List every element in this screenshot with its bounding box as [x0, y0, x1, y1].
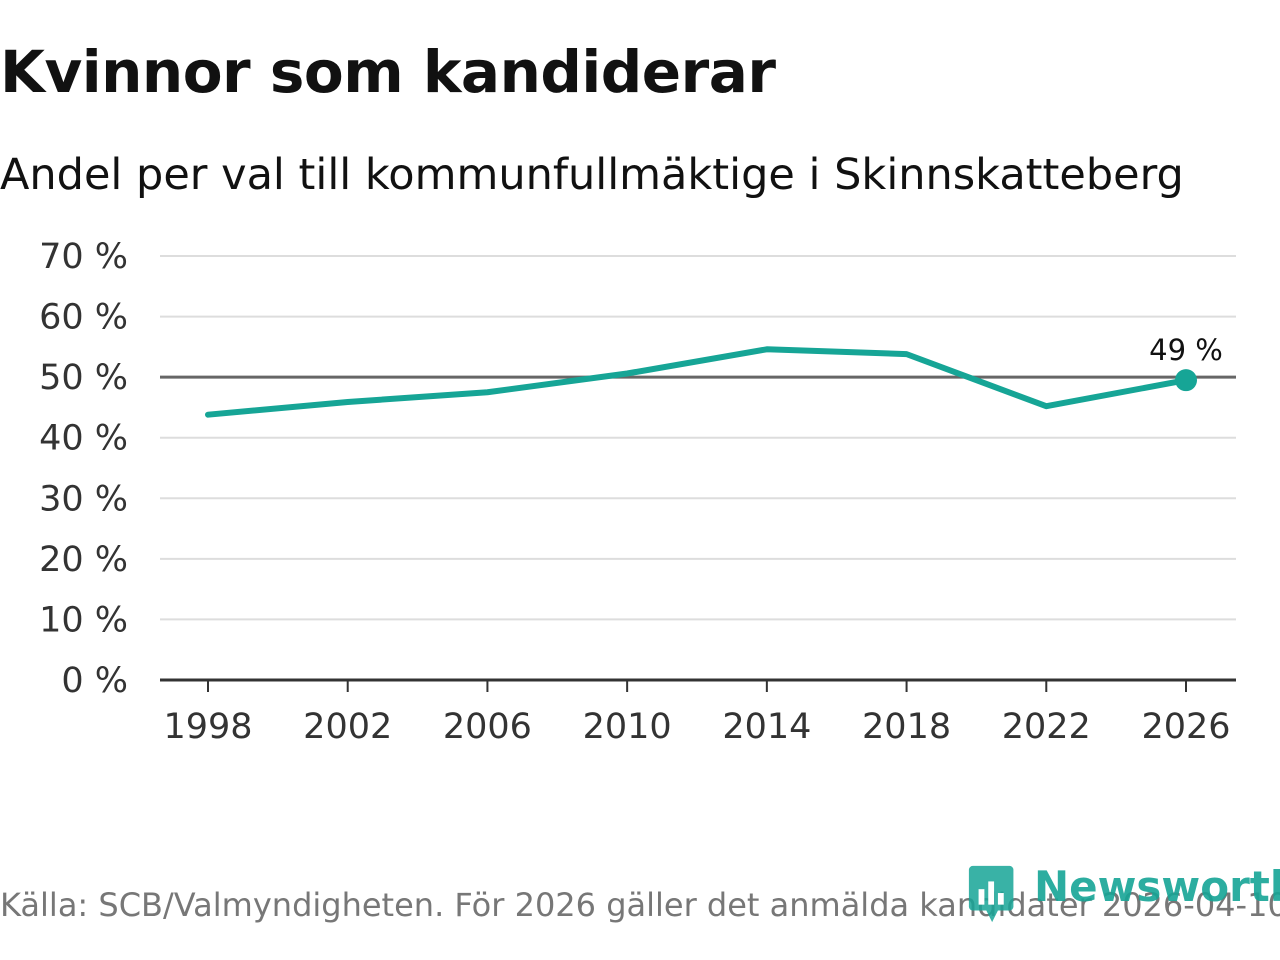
y-tick-label: 10 % — [39, 600, 128, 640]
end-point-marker — [1175, 369, 1197, 392]
x-tick-label: 2006 — [443, 707, 532, 747]
y-tick-label: 60 % — [39, 298, 128, 338]
x-tick-label: 2002 — [303, 707, 392, 747]
chart-subtitle: Andel per val till kommunfullmäktige i S… — [0, 150, 1184, 200]
x-tick-label: 1998 — [163, 707, 252, 747]
bar-chart-icon — [968, 865, 1014, 923]
x-tick-label: 2010 — [583, 707, 672, 747]
x-axis-ticks: 1998 2002 2006 2010 2014 2018 2022 2026 — [163, 680, 1231, 747]
x-tick-label: 2026 — [1141, 707, 1230, 747]
x-tick-label: 2018 — [862, 707, 951, 747]
y-tick-label: 40 % — [39, 419, 128, 459]
end-point-label: 49 % — [1149, 333, 1223, 367]
y-tick-label: 20 % — [39, 540, 128, 580]
y-tick-label: 70 % — [39, 237, 128, 277]
logo-text: Newsworthy — [1034, 862, 1280, 911]
x-tick-label: 2014 — [722, 707, 811, 747]
y-axis-ticks: 0 % 10 % 20 % 30 % 40 % 50 % 60 % 70 % — [39, 237, 128, 701]
source-note: Källa: SCB/Valmyndigheten. För 2026 gäll… — [0, 886, 1280, 924]
y-tick-label: 30 % — [39, 479, 128, 519]
grid-lines — [160, 255, 1236, 682]
series-line — [205, 346, 1189, 418]
y-tick-label: 0 % — [61, 661, 128, 701]
x-tick-label: 2022 — [1002, 707, 1091, 747]
chart-title: Kvinnor som kandiderar — [0, 38, 776, 106]
series-layer: 49 % — [205, 333, 1223, 418]
y-tick-label: 50 % — [39, 358, 128, 398]
